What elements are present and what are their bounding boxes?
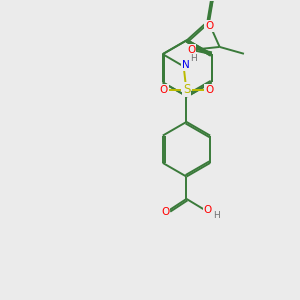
Text: O: O xyxy=(205,85,213,95)
Text: O: O xyxy=(204,206,212,215)
Text: O: O xyxy=(160,85,168,95)
Text: O: O xyxy=(188,45,196,55)
Text: O: O xyxy=(161,207,169,217)
Text: O: O xyxy=(205,21,214,31)
Text: H: H xyxy=(190,54,197,63)
Text: S: S xyxy=(183,83,190,96)
Text: H: H xyxy=(213,211,220,220)
Text: N: N xyxy=(182,60,190,70)
